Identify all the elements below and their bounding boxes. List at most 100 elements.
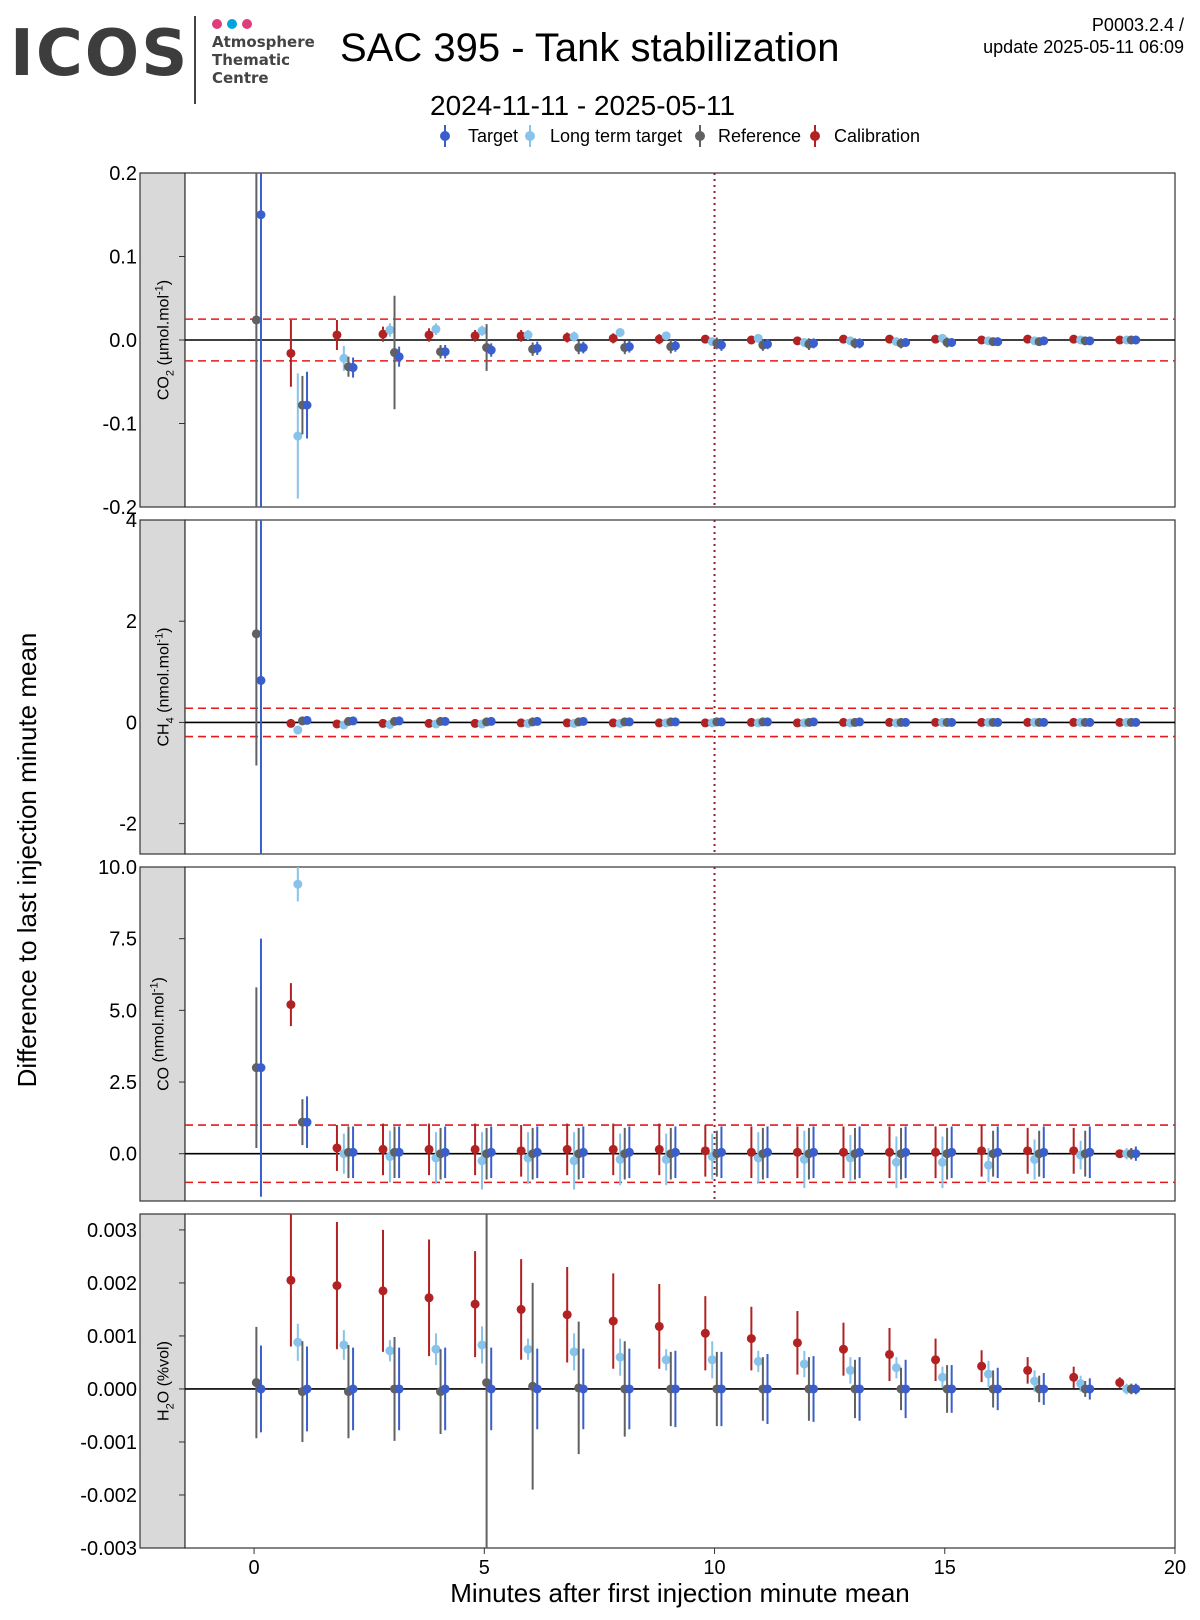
data-point [286, 1000, 296, 1010]
data-point [286, 1275, 296, 1285]
data-point [569, 1347, 579, 1357]
y-axis-title: Difference to last injection minute mean [12, 633, 42, 1088]
data-point [1069, 334, 1079, 344]
data-point [746, 717, 756, 727]
data-point [562, 718, 572, 728]
logo-dot-3 [242, 19, 252, 29]
data-point [424, 1144, 434, 1154]
data-point [845, 1365, 855, 1375]
data-point [523, 1344, 533, 1354]
data-point [947, 1147, 957, 1157]
data-point [470, 718, 480, 728]
strip-label: CH4 (nmol.mol-1) [154, 627, 177, 746]
strip-background [139, 172, 186, 508]
strip-label-part: -1 [149, 982, 161, 992]
data-point [470, 1144, 480, 1154]
logo-divider [194, 16, 196, 104]
data-point [624, 1147, 634, 1157]
legend-label: Reference [718, 126, 801, 146]
logo-subtitle: Atmosphere Thematic Centre [212, 33, 315, 87]
chart-title: SAC 395 - Tank stabilization [340, 26, 840, 70]
data-point [578, 343, 588, 353]
data-point [762, 717, 772, 727]
data-point [256, 1063, 266, 1073]
data-point [838, 1147, 848, 1157]
data-point [885, 334, 895, 344]
icos-logo-wordmark: ICOS [10, 17, 190, 91]
data-point [286, 348, 296, 358]
data-point [256, 1384, 266, 1394]
data-point [654, 718, 664, 728]
data-point [477, 326, 487, 336]
data-point [339, 353, 349, 363]
data-point [746, 335, 756, 345]
data-point [1039, 1147, 1049, 1157]
data-point [746, 1147, 756, 1157]
data-point [569, 332, 579, 342]
data-point [947, 1384, 957, 1394]
y-tick-label: -2 [119, 814, 137, 836]
data-point [578, 1147, 588, 1157]
data-point [984, 1160, 994, 1170]
data-point [470, 1299, 480, 1309]
data-point [1115, 1149, 1125, 1159]
data-point [348, 1147, 358, 1157]
data-point [753, 1356, 763, 1366]
data-point [654, 1321, 664, 1331]
data-point [615, 327, 625, 337]
data-point [256, 210, 266, 220]
data-point [615, 1352, 625, 1362]
data-point [339, 1340, 349, 1350]
data-point [440, 347, 450, 357]
data-point [1085, 717, 1095, 727]
data-point [977, 335, 987, 345]
data-point [486, 1147, 496, 1157]
strip-label-part: 2 [165, 1403, 177, 1409]
data-point [440, 1384, 450, 1394]
legend-key-dot [810, 131, 820, 141]
data-point [809, 1147, 819, 1157]
data-point [378, 1286, 388, 1296]
data-point [578, 1384, 588, 1394]
data-point [293, 725, 303, 735]
version-info: P0003.2.4 / update 2025-05-11 06:09 [983, 14, 1184, 58]
data-point [1023, 334, 1033, 344]
y-tick-label: 0.2 [109, 163, 137, 185]
data-point [1131, 1384, 1141, 1394]
y-tick-label: 2.5 [109, 1072, 137, 1094]
data-point [716, 1147, 726, 1157]
data-point [332, 330, 342, 340]
strip-label-part: (nmol.mol [151, 992, 168, 1067]
data-point [1115, 1378, 1125, 1388]
data-point [477, 1156, 487, 1166]
strip-label-part: CH [156, 723, 173, 746]
y-tick-label: 0.0 [109, 330, 137, 352]
data-point [516, 1304, 526, 1314]
strip-label-part: 2 [165, 370, 177, 376]
data-point [838, 717, 848, 727]
data-point [931, 1147, 941, 1157]
y-tick-label: 2 [126, 611, 137, 633]
data-point [302, 400, 312, 410]
strip-label-part: -1 [154, 285, 166, 295]
data-point [809, 338, 819, 348]
data-point [661, 1355, 671, 1365]
y-tick-label: 5.0 [109, 1000, 137, 1022]
legend-label: Target [468, 126, 518, 146]
panel-plot-area [185, 1214, 1175, 1548]
logo-sub-line-1: Atmosphere [212, 33, 315, 51]
data-point [700, 1328, 710, 1338]
strip-label-part: ) [151, 977, 168, 982]
data-point [700, 1146, 710, 1156]
data-point [1039, 336, 1049, 346]
data-point [1069, 1372, 1079, 1382]
data-point [670, 1384, 680, 1394]
data-point [470, 331, 480, 341]
y-tick-label: -0.003 [80, 1538, 137, 1560]
data-point [700, 334, 710, 344]
data-point [608, 1316, 618, 1326]
data-point [947, 717, 957, 727]
data-point [293, 879, 303, 889]
data-point [302, 1384, 312, 1394]
data-point [1069, 1146, 1079, 1156]
